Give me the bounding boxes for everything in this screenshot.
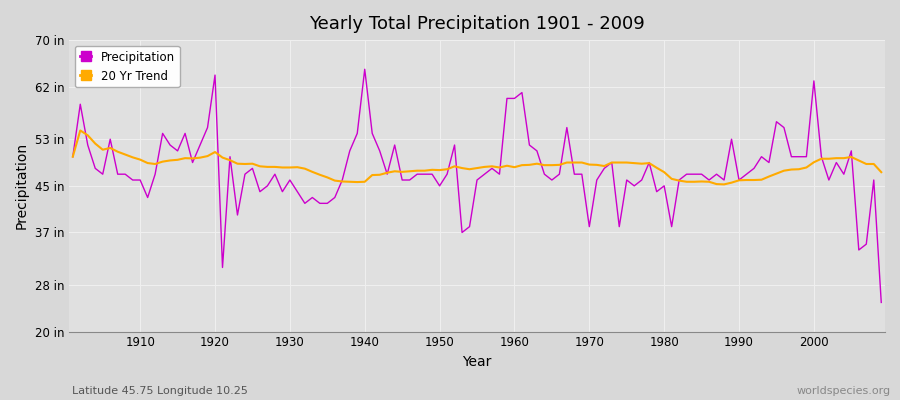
Precipitation (876, 300, 886, 305)
20 Yr Trend (607, 160, 617, 165)
Precipitation (68, 154, 78, 159)
20 Yr Trend (509, 165, 520, 170)
20 Yr Trend (345, 179, 356, 184)
Precipitation (292, 189, 302, 194)
20 Yr Trend (517, 163, 527, 168)
20 Yr Trend (876, 170, 886, 174)
20 Yr Trend (75, 128, 86, 133)
20 Yr Trend (135, 157, 146, 162)
Precipitation (607, 160, 617, 165)
Precipitation (359, 67, 370, 72)
Text: Latitude 45.75 Longitude 10.25: Latitude 45.75 Longitude 10.25 (72, 386, 248, 396)
X-axis label: Year: Year (463, 355, 491, 369)
Line: Precipitation: Precipitation (73, 69, 881, 302)
20 Yr Trend (300, 166, 310, 171)
Precipitation (337, 178, 347, 182)
Precipitation (127, 178, 138, 182)
Precipitation (517, 90, 527, 95)
20 Yr Trend (68, 154, 78, 159)
Text: worldspecies.org: worldspecies.org (796, 386, 891, 396)
20 Yr Trend (719, 182, 730, 187)
Legend: Precipitation, 20 Yr Trend: Precipitation, 20 Yr Trend (75, 46, 180, 87)
Line: 20 Yr Trend: 20 Yr Trend (73, 130, 881, 184)
Y-axis label: Precipitation: Precipitation (15, 142, 29, 230)
Precipitation (509, 96, 520, 101)
Title: Yearly Total Precipitation 1901 - 2009: Yearly Total Precipitation 1901 - 2009 (309, 15, 645, 33)
